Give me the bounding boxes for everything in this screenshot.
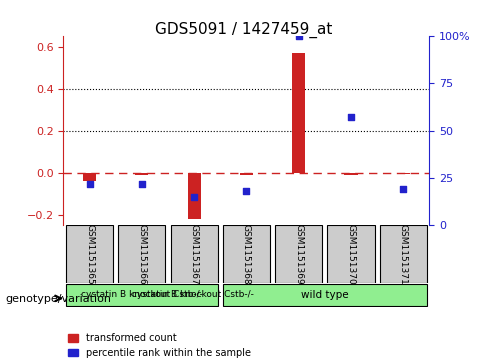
Text: GSM1151370: GSM1151370	[346, 224, 356, 285]
FancyBboxPatch shape	[119, 225, 165, 283]
Text: GSM1151365: GSM1151365	[85, 224, 94, 285]
Bar	[292, 53, 305, 173]
Text: cystatin B knockout Cstb-/-: cystatin B knockout Cstb-/-	[81, 290, 203, 299]
FancyBboxPatch shape	[223, 225, 270, 283]
FancyBboxPatch shape	[66, 284, 218, 306]
FancyBboxPatch shape	[327, 225, 375, 283]
FancyBboxPatch shape	[223, 284, 427, 306]
Text: genotype/variation: genotype/variation	[5, 294, 111, 305]
Bar	[135, 173, 148, 175]
Text: GDS5091 / 1427459_at: GDS5091 / 1427459_at	[155, 22, 333, 38]
Bar	[240, 173, 253, 175]
Point	[399, 186, 407, 192]
Text: GSM1151366: GSM1151366	[137, 224, 146, 285]
Bar	[397, 173, 410, 174]
FancyBboxPatch shape	[380, 225, 427, 283]
Bar	[187, 173, 201, 219]
Point	[243, 188, 250, 194]
FancyBboxPatch shape	[171, 225, 218, 283]
Legend: transformed count, percentile rank within the sample: transformed count, percentile rank withi…	[68, 333, 251, 358]
Bar	[83, 173, 96, 181]
FancyBboxPatch shape	[275, 225, 322, 283]
Text: GSM1151371: GSM1151371	[399, 224, 408, 285]
Text: wild type: wild type	[301, 290, 349, 300]
FancyBboxPatch shape	[66, 225, 113, 283]
Point	[347, 115, 355, 121]
Bar	[345, 173, 358, 175]
Point	[295, 33, 303, 39]
Text: GSM1151368: GSM1151368	[242, 224, 251, 285]
Point	[86, 181, 94, 187]
Point	[138, 181, 146, 187]
Text: GSM1151367: GSM1151367	[190, 224, 199, 285]
Point	[190, 194, 198, 200]
Text: GSM1151369: GSM1151369	[294, 224, 303, 285]
Text: cystatin B knockout Cstb-/-: cystatin B knockout Cstb-/-	[132, 290, 254, 299]
